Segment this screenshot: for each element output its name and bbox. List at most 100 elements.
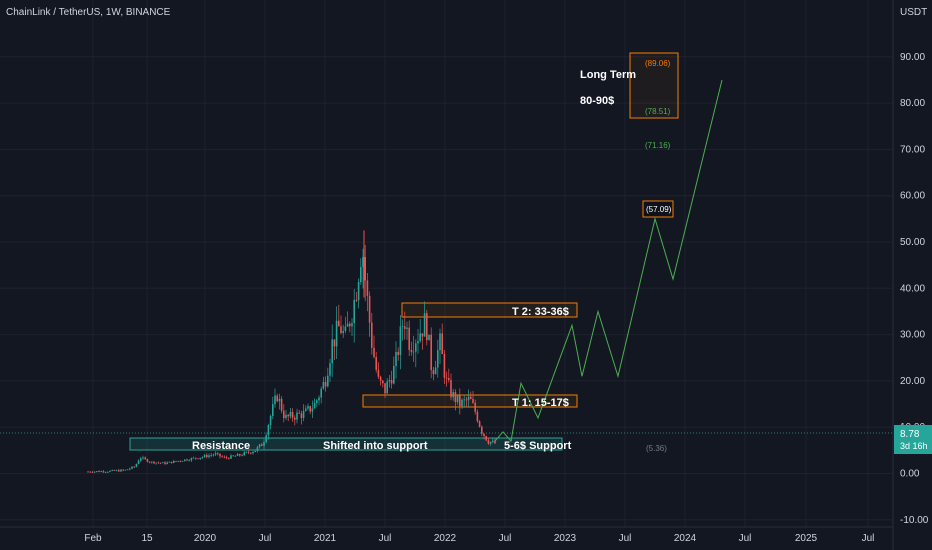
last-price-value: 8.78 bbox=[900, 429, 920, 440]
candle-body bbox=[93, 471, 96, 473]
candle-body bbox=[111, 470, 113, 471]
candle-body bbox=[300, 413, 303, 418]
candle-body bbox=[294, 417, 296, 420]
chart-title: ChainLink / TetherUS, 1W, BINANCE bbox=[6, 7, 171, 18]
candle-body bbox=[140, 458, 142, 461]
time-axis[interactable]: Feb 15 2020 Jul 2021 Jul 2022 Jul 2023 Jul 2024 Jul… bbox=[84, 533, 874, 544]
x-tick-label: Jul bbox=[739, 533, 752, 544]
candle-body bbox=[267, 425, 270, 436]
candle-body bbox=[102, 471, 105, 473]
y-tick-label: 90.00 bbox=[900, 52, 925, 63]
y-tick-label: -10.00 bbox=[900, 515, 929, 526]
t2-label: T 2: 33-36$ bbox=[512, 306, 569, 318]
candle-body bbox=[296, 412, 298, 420]
candle-body bbox=[217, 453, 219, 455]
price-label-5: (5.36) bbox=[646, 444, 667, 453]
candle-body bbox=[261, 444, 263, 446]
candle-body bbox=[258, 444, 261, 448]
y-tick-label: 70.00 bbox=[900, 144, 925, 155]
candle-body bbox=[426, 313, 428, 341]
candle-body bbox=[133, 466, 135, 468]
candle-body bbox=[410, 349, 413, 352]
candle-body bbox=[445, 377, 448, 379]
candle-body bbox=[481, 426, 483, 434]
support-label: 5-6$ Support bbox=[504, 440, 572, 452]
candle-body bbox=[170, 461, 173, 463]
candle-body bbox=[333, 339, 336, 347]
candle-body bbox=[368, 295, 371, 323]
candle-body bbox=[448, 378, 450, 381]
candle-body bbox=[307, 406, 309, 409]
candle-body bbox=[430, 334, 432, 371]
candle-body bbox=[89, 471, 91, 473]
x-tick-label: Feb bbox=[84, 533, 102, 544]
candle-body bbox=[349, 323, 351, 327]
grid bbox=[0, 0, 893, 527]
x-tick-label: 2021 bbox=[314, 533, 337, 544]
candle-body bbox=[208, 455, 210, 458]
candle-body bbox=[415, 343, 417, 352]
candle-body bbox=[254, 450, 256, 452]
candle-body bbox=[428, 334, 430, 341]
candle-body bbox=[137, 460, 140, 465]
candle-body bbox=[199, 457, 201, 459]
candle-body bbox=[151, 461, 153, 463]
candle-body bbox=[124, 469, 127, 471]
y-tick-label: 80.00 bbox=[900, 98, 925, 109]
candle-body bbox=[210, 455, 212, 456]
price-label-78: (78.51) bbox=[645, 107, 671, 116]
candle-body bbox=[382, 380, 384, 384]
candle-body bbox=[406, 327, 408, 329]
price-axis[interactable]: 90.00 80.00 70.00 60.00 50.00 40.00 30.00 20.00… bbox=[900, 52, 929, 526]
x-tick-label: 2025 bbox=[795, 533, 818, 544]
candle-body bbox=[155, 462, 157, 464]
candle-body bbox=[157, 462, 160, 464]
candle-body bbox=[236, 454, 239, 456]
candle-body bbox=[122, 469, 124, 471]
candle-body bbox=[375, 357, 377, 370]
y-tick-label: 50.00 bbox=[900, 237, 925, 248]
candle-body bbox=[190, 458, 193, 461]
candle-body bbox=[318, 397, 320, 401]
last-price-badge bbox=[894, 425, 932, 454]
candle-body bbox=[401, 326, 404, 328]
candle-body bbox=[470, 396, 472, 399]
candle-body bbox=[395, 351, 397, 367]
candle-body bbox=[184, 459, 186, 461]
candle-body bbox=[305, 408, 307, 411]
candle-body bbox=[351, 323, 353, 327]
candle-body bbox=[148, 461, 151, 463]
candle-body bbox=[245, 451, 248, 453]
candle-body bbox=[289, 411, 292, 417]
candle-body bbox=[146, 459, 149, 462]
candle-body bbox=[280, 398, 283, 411]
candle-body bbox=[269, 416, 272, 426]
candle-body bbox=[283, 410, 285, 419]
candle-body bbox=[489, 441, 492, 444]
long-term-range: 80-90$ bbox=[580, 95, 614, 107]
candle-body bbox=[450, 380, 452, 398]
candle-body bbox=[186, 459, 188, 461]
candle-body bbox=[362, 257, 364, 267]
resistance-label: Resistance bbox=[192, 440, 250, 452]
candle-body bbox=[327, 375, 329, 387]
t1-label: T 1: 15-17$ bbox=[512, 397, 569, 409]
candle-body bbox=[219, 453, 221, 457]
candle-body bbox=[366, 280, 369, 296]
x-tick-label: 2020 bbox=[194, 533, 217, 544]
candle-body bbox=[404, 326, 406, 329]
candle-body bbox=[223, 456, 226, 458]
candle-body bbox=[360, 266, 362, 283]
candle-body bbox=[177, 460, 179, 462]
candle-body bbox=[346, 323, 349, 327]
bar-countdown: 3d 16h bbox=[900, 441, 928, 451]
candle-body bbox=[188, 460, 190, 462]
candle-body bbox=[243, 452, 245, 456]
candle-body bbox=[265, 435, 267, 443]
candle-body bbox=[452, 392, 454, 398]
shifted-support-label: Shifted into support bbox=[323, 440, 428, 452]
y-tick-label: 40.00 bbox=[900, 283, 925, 294]
candle-body bbox=[107, 471, 109, 473]
